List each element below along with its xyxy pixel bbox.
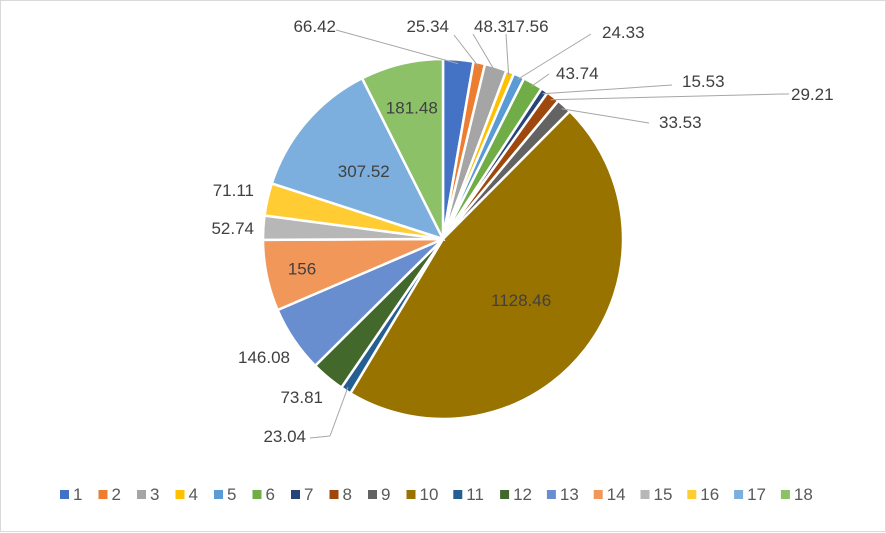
data-label-5: 24.33 bbox=[602, 23, 645, 42]
data-label-7: 15.53 bbox=[682, 72, 725, 91]
data-label-6: 43.74 bbox=[556, 64, 599, 83]
leader-line-9 bbox=[561, 108, 650, 124]
legend-label-14: 14 bbox=[607, 485, 626, 504]
legend-label-7: 7 bbox=[304, 485, 313, 504]
data-label-16: 71.11 bbox=[213, 181, 254, 200]
data-label-3: 48.3 bbox=[474, 17, 507, 36]
legend-swatch-13 bbox=[546, 490, 556, 499]
legend-label-9: 9 bbox=[381, 485, 390, 504]
legend-swatch-4 bbox=[175, 490, 185, 499]
legend-swatch-8 bbox=[329, 490, 339, 499]
legend-label-6: 6 bbox=[266, 485, 275, 504]
legend-swatch-14 bbox=[593, 490, 603, 499]
data-label-1: 66.42 bbox=[293, 17, 336, 36]
legend-label-8: 8 bbox=[343, 485, 352, 504]
legend-swatch-6 bbox=[252, 490, 262, 499]
data-labels: 66.42 25.34 48.317.56 24.33 43.74 15.53 29.21 3… bbox=[211, 17, 833, 446]
leader-line-7 bbox=[542, 84, 673, 95]
leader-line-5 bbox=[517, 33, 592, 80]
legend-label-2: 2 bbox=[112, 485, 121, 504]
legend-swatch-5 bbox=[214, 490, 223, 499]
legend-label-17: 17 bbox=[747, 485, 766, 504]
legend-label-13: 13 bbox=[560, 485, 579, 504]
data-label-15: 52.74 bbox=[211, 219, 254, 238]
leader-line-8 bbox=[550, 93, 782, 101]
leader-line-4 bbox=[505, 33, 510, 76]
legend-label-11: 11 bbox=[466, 485, 484, 504]
data-label-2: 25.34 bbox=[406, 17, 449, 36]
pie-slice-17 bbox=[270, 76, 446, 242]
legend-swatch-17 bbox=[734, 490, 744, 499]
legend-swatch-3 bbox=[137, 490, 146, 499]
data-label-12: 73.81 bbox=[280, 388, 323, 407]
leader-line-6 bbox=[530, 73, 550, 88]
legend-swatch-9 bbox=[368, 490, 377, 499]
legend-label-4: 4 bbox=[189, 485, 198, 504]
legend-label-18: 18 bbox=[794, 485, 813, 504]
legend-swatch-18 bbox=[780, 490, 790, 499]
data-label-8: 29.21 bbox=[791, 85, 834, 104]
legend-swatch-7 bbox=[291, 490, 300, 499]
pie-slices bbox=[261, 57, 625, 421]
legend-swatch-16 bbox=[687, 490, 697, 499]
data-label-18: 181.48 bbox=[386, 99, 438, 118]
leader-line-11-tail bbox=[309, 435, 331, 439]
data-label-13: 146.08 bbox=[238, 348, 290, 367]
data-label-10: 1128.46 bbox=[491, 291, 551, 310]
legend-swatch-10 bbox=[406, 490, 416, 499]
legend-label-5: 5 bbox=[227, 485, 236, 504]
legend-label-1: 1 bbox=[73, 485, 82, 504]
leader-line-2 bbox=[453, 34, 479, 67]
pie-slice-10 bbox=[348, 109, 625, 421]
data-label-9: 33.53 bbox=[659, 113, 702, 132]
legend-label-3: 3 bbox=[150, 485, 159, 504]
legend-label-12: 12 bbox=[513, 485, 532, 504]
legend-label-16: 16 bbox=[700, 485, 719, 504]
data-label-17: 307.52 bbox=[338, 162, 390, 181]
leader-lines bbox=[309, 29, 789, 439]
data-label-14: 156 bbox=[288, 259, 316, 278]
legend-swatch-12 bbox=[500, 490, 510, 499]
legend: 1 2 3 4 5 6 7 8 9 10 11 12 13 14 15 16 17 18 bbox=[60, 485, 813, 504]
leader-line-3 bbox=[472, 33, 496, 72]
leader-line-1 bbox=[335, 29, 459, 65]
legend-swatch-11 bbox=[453, 490, 463, 499]
legend-swatch-1 bbox=[60, 490, 69, 499]
leader-line-11 bbox=[329, 386, 349, 437]
legend-label-10: 10 bbox=[420, 485, 439, 504]
data-label-4: 17.56 bbox=[506, 17, 549, 36]
legend-swatch-15 bbox=[640, 490, 650, 499]
legend-label-15: 15 bbox=[654, 485, 673, 504]
data-label-11: 23.04 bbox=[263, 427, 306, 446]
legend-swatch-2 bbox=[98, 490, 108, 499]
